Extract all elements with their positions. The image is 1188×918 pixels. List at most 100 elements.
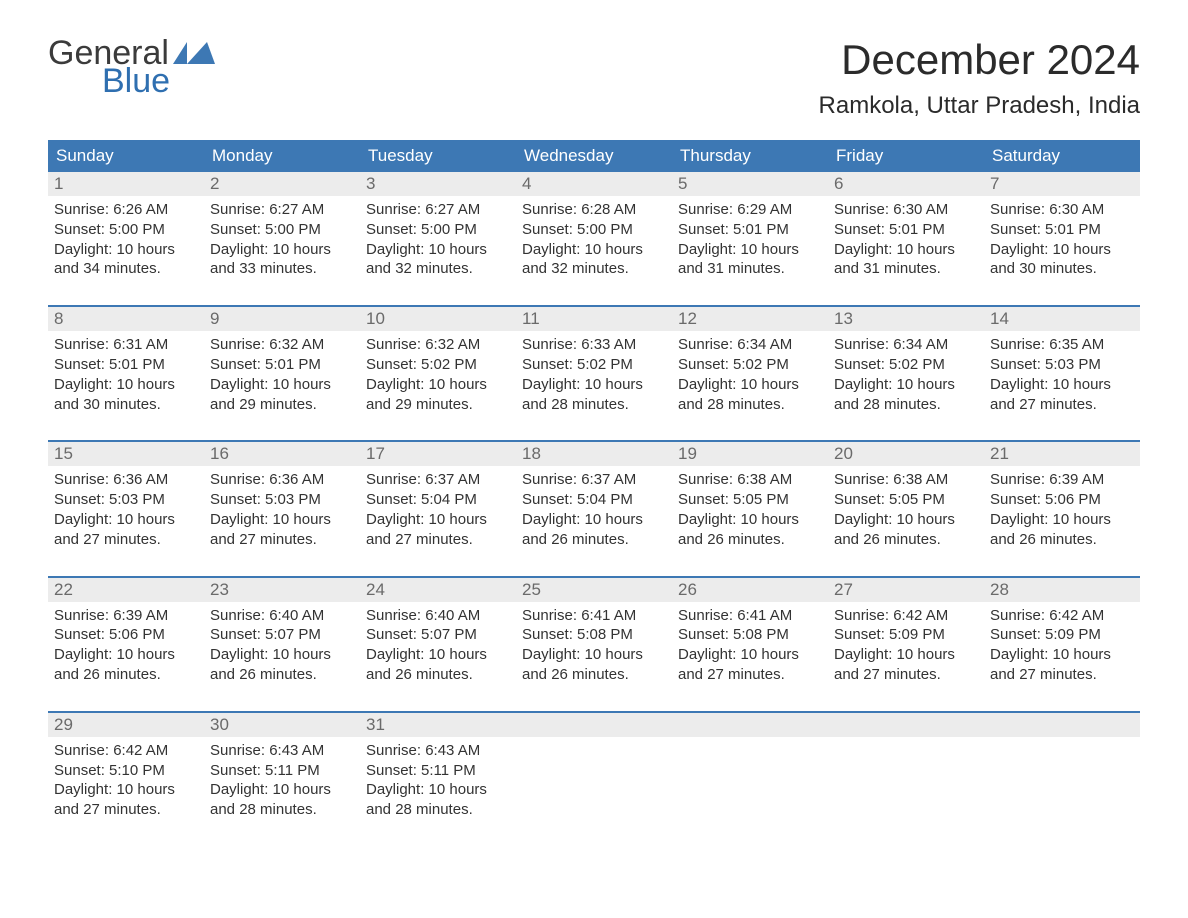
- day-entry-line: Sunrise: 6:39 AM: [988, 470, 1136, 490]
- date-strip: 20: [828, 442, 984, 466]
- date-strip: 8: [48, 307, 204, 331]
- date-strip: 7: [984, 172, 1140, 196]
- day-cell: 21Sunrise: 6:39 AMSunset: 5:06 PMDayligh…: [984, 442, 1140, 553]
- day-entry-line: and 28 minutes.: [364, 800, 512, 820]
- day-entry-line: and 27 minutes.: [52, 530, 200, 550]
- day-entry-line: Sunrise: 6:40 AM: [364, 606, 512, 626]
- day-entry-line: and 26 minutes.: [520, 665, 668, 685]
- date-strip: 28: [984, 578, 1140, 602]
- day-entry-line: Daylight: 10 hours: [52, 240, 200, 260]
- date-number-empty: [828, 713, 984, 737]
- date-strip: 9: [204, 307, 360, 331]
- date-number: 6: [828, 172, 984, 196]
- day-header-sun: Sunday: [48, 140, 204, 172]
- day-entry-line: Sunrise: 6:33 AM: [520, 335, 668, 355]
- week-row: 8Sunrise: 6:31 AMSunset: 5:01 PMDaylight…: [48, 305, 1140, 418]
- date-number: 30: [204, 713, 360, 737]
- date-number: 27: [828, 578, 984, 602]
- day-entry-line: Sunset: 5:10 PM: [52, 761, 200, 781]
- day-entry-line: and 28 minutes.: [676, 395, 824, 415]
- logo: General Blue: [48, 36, 215, 98]
- day-entry-line: and 26 minutes.: [832, 530, 980, 550]
- day-entry-line: Sunset: 5:03 PM: [208, 490, 356, 510]
- date-number: 13: [828, 307, 984, 331]
- date-number: 21: [984, 442, 1140, 466]
- day-entry-line: Sunset: 5:07 PM: [208, 625, 356, 645]
- day-entry-line: Sunset: 5:01 PM: [988, 220, 1136, 240]
- day-entry-line: and 26 minutes.: [52, 665, 200, 685]
- day-header-row: Sunday Monday Tuesday Wednesday Thursday…: [48, 140, 1140, 172]
- day-cell: 31Sunrise: 6:43 AMSunset: 5:11 PMDayligh…: [360, 713, 516, 824]
- date-number: 20: [828, 442, 984, 466]
- day-entry-line: Sunrise: 6:34 AM: [676, 335, 824, 355]
- day-entry-line: and 27 minutes.: [832, 665, 980, 685]
- day-entry-line: and 26 minutes.: [520, 530, 668, 550]
- day-entry-line: Sunrise: 6:35 AM: [988, 335, 1136, 355]
- day-entry-line: Sunrise: 6:30 AM: [988, 200, 1136, 220]
- date-number: 31: [360, 713, 516, 737]
- day-cell: 16Sunrise: 6:36 AMSunset: 5:03 PMDayligh…: [204, 442, 360, 553]
- day-cell: 7Sunrise: 6:30 AMSunset: 5:01 PMDaylight…: [984, 172, 1140, 283]
- day-entry-line: Sunrise: 6:38 AM: [832, 470, 980, 490]
- day-entry-line: and 26 minutes.: [364, 665, 512, 685]
- week-row: 29Sunrise: 6:42 AMSunset: 5:10 PMDayligh…: [48, 711, 1140, 824]
- location-text: Ramkola, Uttar Pradesh, India: [819, 92, 1140, 120]
- day-entry-line: Daylight: 10 hours: [364, 375, 512, 395]
- day-cell: 6Sunrise: 6:30 AMSunset: 5:01 PMDaylight…: [828, 172, 984, 283]
- date-number: 23: [204, 578, 360, 602]
- day-entry-line: Sunrise: 6:37 AM: [364, 470, 512, 490]
- day-entry-line: Sunset: 5:07 PM: [364, 625, 512, 645]
- week-row: 22Sunrise: 6:39 AMSunset: 5:06 PMDayligh…: [48, 576, 1140, 689]
- day-cell: 1Sunrise: 6:26 AMSunset: 5:00 PMDaylight…: [48, 172, 204, 283]
- day-cell: 26Sunrise: 6:41 AMSunset: 5:08 PMDayligh…: [672, 578, 828, 689]
- day-cell: [672, 713, 828, 824]
- day-cell: 8Sunrise: 6:31 AMSunset: 5:01 PMDaylight…: [48, 307, 204, 418]
- day-entry-line: and 31 minutes.: [832, 259, 980, 279]
- title-block: December 2024 Ramkola, Uttar Pradesh, In…: [819, 36, 1140, 132]
- date-number: 5: [672, 172, 828, 196]
- date-strip: 10: [360, 307, 516, 331]
- day-entry-line: Sunrise: 6:37 AM: [520, 470, 668, 490]
- day-entry-line: and 26 minutes.: [988, 530, 1136, 550]
- day-entry-line: Sunrise: 6:32 AM: [208, 335, 356, 355]
- day-entry-line: Sunset: 5:05 PM: [676, 490, 824, 510]
- day-cell: [828, 713, 984, 824]
- day-entry-line: and 32 minutes.: [364, 259, 512, 279]
- date-strip: 22: [48, 578, 204, 602]
- day-entry-line: and 34 minutes.: [52, 259, 200, 279]
- day-cell: [516, 713, 672, 824]
- month-title: December 2024: [819, 36, 1140, 84]
- day-entry-line: Sunset: 5:08 PM: [676, 625, 824, 645]
- day-cell: 24Sunrise: 6:40 AMSunset: 5:07 PMDayligh…: [360, 578, 516, 689]
- day-entry-line: Daylight: 10 hours: [364, 645, 512, 665]
- day-entry-line: Sunrise: 6:26 AM: [52, 200, 200, 220]
- date-number-empty: [672, 713, 828, 737]
- day-entry-line: Daylight: 10 hours: [364, 510, 512, 530]
- day-entry-line: Sunrise: 6:41 AM: [676, 606, 824, 626]
- day-entry-line: Daylight: 10 hours: [832, 510, 980, 530]
- day-entry-line: Sunset: 5:04 PM: [364, 490, 512, 510]
- day-entry-line: Sunset: 5:02 PM: [832, 355, 980, 375]
- day-entry-line: Daylight: 10 hours: [208, 240, 356, 260]
- day-entry-line: and 31 minutes.: [676, 259, 824, 279]
- day-entry-line: Daylight: 10 hours: [52, 375, 200, 395]
- day-entry-line: Sunrise: 6:42 AM: [832, 606, 980, 626]
- day-entry-line: Sunset: 5:02 PM: [364, 355, 512, 375]
- date-strip-empty: [672, 713, 828, 737]
- day-entry-line: and 27 minutes.: [364, 530, 512, 550]
- day-entry-line: and 29 minutes.: [364, 395, 512, 415]
- day-entry-line: and 33 minutes.: [208, 259, 356, 279]
- day-entry-line: Daylight: 10 hours: [364, 780, 512, 800]
- day-entry-line: Daylight: 10 hours: [676, 645, 824, 665]
- day-entry-line: Sunset: 5:02 PM: [520, 355, 668, 375]
- day-cell: 5Sunrise: 6:29 AMSunset: 5:01 PMDaylight…: [672, 172, 828, 283]
- day-entry-line: Daylight: 10 hours: [52, 645, 200, 665]
- date-strip-empty: [984, 713, 1140, 737]
- date-number: 17: [360, 442, 516, 466]
- date-strip: 31: [360, 713, 516, 737]
- date-strip: 12: [672, 307, 828, 331]
- date-strip-empty: [828, 713, 984, 737]
- date-strip: 4: [516, 172, 672, 196]
- day-entry-line: Daylight: 10 hours: [676, 375, 824, 395]
- day-entry-line: Sunrise: 6:42 AM: [52, 741, 200, 761]
